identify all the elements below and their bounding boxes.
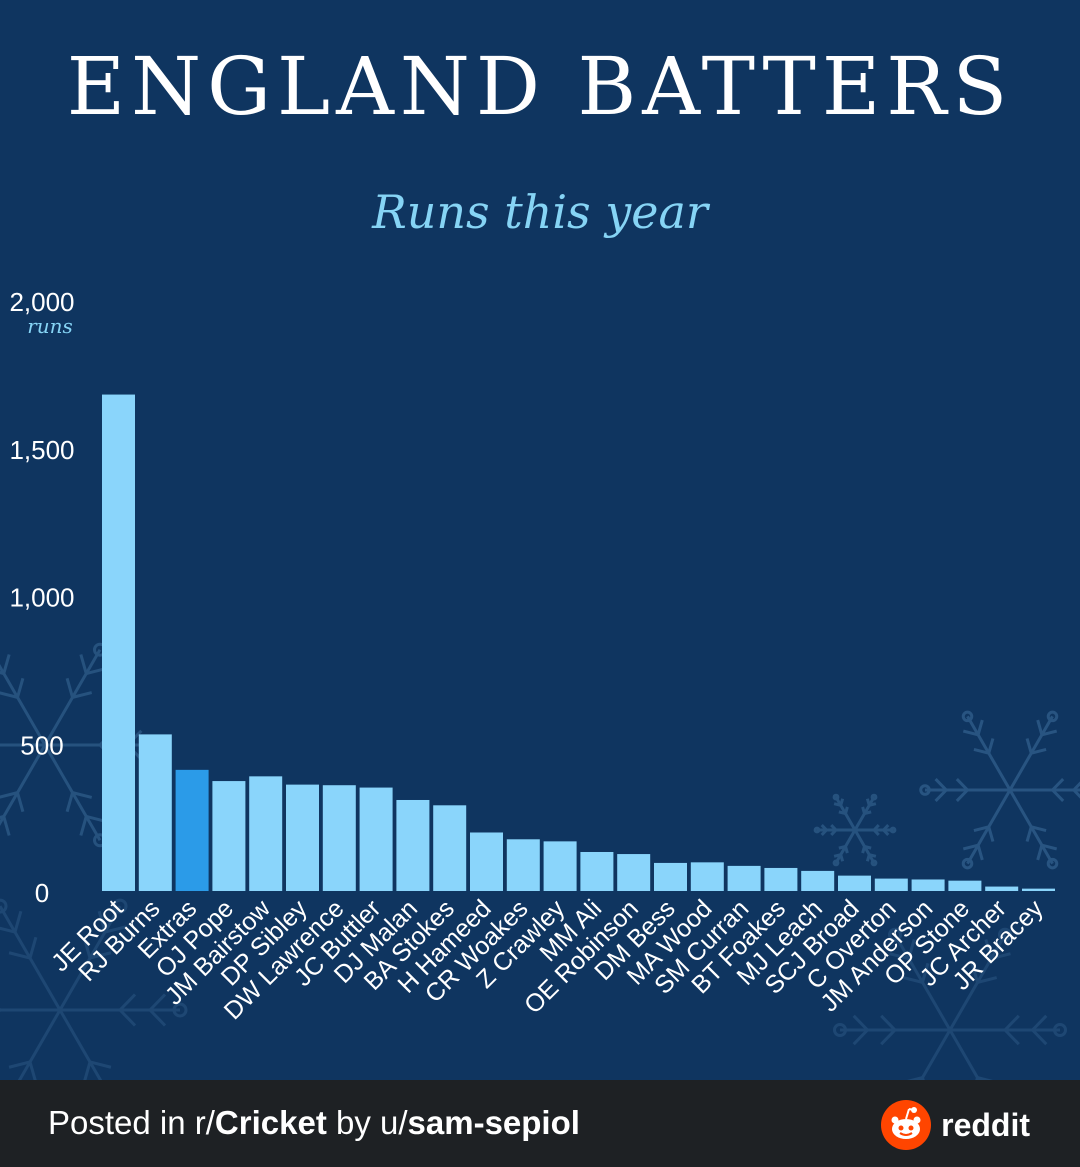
- bar-mj-leach: [801, 870, 835, 891]
- footer-bar: Posted in r/Cricket by u/sam-sepiol redd…: [0, 1080, 1080, 1167]
- bar-op-stone: [948, 880, 982, 891]
- bar-c-overton: [874, 878, 908, 891]
- bar-je-root: [102, 394, 135, 891]
- posted-prefix: Posted in r/: [48, 1104, 215, 1141]
- bar-dp-sibley: [286, 784, 319, 891]
- snowflake-right: [919, 710, 1080, 870]
- bar-extras: [175, 769, 209, 891]
- bar-jm-bairstow: [249, 776, 283, 891]
- bar-mm-ali: [580, 851, 614, 891]
- bar-jm-anderson: [911, 879, 945, 891]
- bar-scj-broad: [838, 875, 871, 891]
- snowflake-bottom-right: [833, 927, 1067, 1080]
- bar-h-hameed: [470, 832, 503, 891]
- bar-sm-curran: [727, 865, 761, 891]
- bar-jc-archer: [985, 886, 1019, 891]
- bar-oe-robinson: [617, 854, 651, 891]
- snowflake-small: [813, 793, 897, 867]
- y-tick-label: 1,500: [9, 435, 74, 465]
- reddit-wordmark: reddit: [941, 1106, 1030, 1143]
- bar-oj-pope: [212, 781, 246, 891]
- reddit-alien-icon: [881, 1100, 932, 1150]
- bar-dm-bess: [654, 862, 687, 891]
- subreddit-link[interactable]: Cricket: [214, 1104, 327, 1141]
- chart-stage: 0 500 1,000 1,500 2,000 runs JE Root RJ Burns E…: [0, 40, 1080, 1080]
- y-tick-label: 500: [20, 730, 63, 760]
- bar-dj-malan: [396, 799, 430, 891]
- y-tick-label: 0: [35, 878, 49, 908]
- bar-dw-lawrence: [322, 785, 356, 891]
- bar-ba-stokes: [433, 805, 467, 891]
- bar-z-crawley: [543, 841, 577, 891]
- reddit-brand[interactable]: reddit: [881, 1100, 1030, 1150]
- snowflake-bottom-left: [0, 898, 188, 1080]
- y-tick-label: 2,000: [9, 287, 74, 317]
- bar-bt-foakes: [764, 867, 798, 891]
- bar-rj-burns: [138, 734, 172, 891]
- y-tick-label: 1,000: [9, 583, 74, 613]
- bar-jr-bracey: [1022, 888, 1055, 891]
- chart-subtitle: Runs this year: [372, 185, 708, 239]
- posted-in-text: Posted in r/Cricket by u/sam-sepiol: [48, 1104, 580, 1142]
- user-link[interactable]: sam-sepiol: [407, 1104, 580, 1141]
- chart-title: ENGLAND BATTERS: [66, 40, 1014, 133]
- posted-middle: by u/: [326, 1104, 408, 1141]
- bar-cr-woakes: [506, 839, 540, 891]
- bar-jc-buttler: [359, 787, 393, 891]
- y-axis-unit-label: runs: [27, 314, 73, 338]
- bar-ma-wood: [690, 862, 724, 891]
